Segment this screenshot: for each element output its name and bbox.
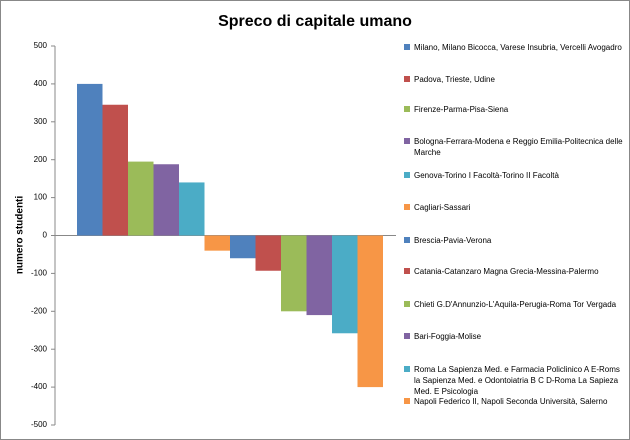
legend-label: Bari-Foggia-Molise bbox=[414, 332, 482, 341]
bar bbox=[128, 161, 154, 236]
legend-swatch bbox=[404, 172, 410, 178]
y-tick-label: 500 bbox=[34, 41, 48, 50]
legend-item: Chieti G.D'Annunzio-L'Aquila-Perugia-Rom… bbox=[404, 299, 626, 310]
bar bbox=[230, 235, 256, 259]
legend-item: Cagliari-Sassari bbox=[404, 202, 626, 213]
bar bbox=[179, 182, 205, 236]
legend-label: Padova, Trieste, Udine bbox=[414, 75, 495, 84]
legend-item: Catania-Catanzaro Magna Grecia-Messina-P… bbox=[404, 266, 626, 277]
y-tick-label: 0 bbox=[43, 231, 48, 240]
legend-swatch bbox=[404, 44, 410, 50]
bar bbox=[102, 104, 128, 236]
legend-swatch bbox=[404, 76, 410, 82]
bar bbox=[281, 235, 307, 312]
legend-item: Napoli Federico II, Napoli Seconda Unive… bbox=[404, 396, 626, 407]
y-tick-label: -500 bbox=[31, 420, 48, 429]
y-axis-label: numero studenti bbox=[15, 196, 26, 275]
legend-label: Brescia-Pavia-Verona bbox=[414, 236, 492, 245]
bar bbox=[255, 235, 281, 271]
legend-label: Catania-Catanzaro Magna Grecia-Messina-P… bbox=[414, 267, 599, 276]
legend-swatch bbox=[404, 333, 410, 339]
legend-item: Genova-Torino I Facoltà-Torino II Facolt… bbox=[404, 170, 626, 181]
legend-item: Milano, Milano Bicocca, Varese Insubria,… bbox=[404, 42, 626, 53]
bar bbox=[77, 83, 103, 236]
bar bbox=[332, 235, 358, 334]
legend-swatch bbox=[404, 106, 410, 112]
legend-label: Roma La Sapienza Med. e Farmacia Policli… bbox=[414, 365, 620, 396]
y-tick-label: 100 bbox=[34, 193, 48, 202]
legend-item: Brescia-Pavia-Verona bbox=[404, 235, 626, 246]
y-tick-label: -400 bbox=[31, 382, 48, 391]
chart-title: Spreco di capitale umano bbox=[218, 13, 412, 30]
legend-item: Firenze-Parma-Pisa-Siena bbox=[404, 104, 626, 115]
legend-label: Chieti G.D'Annunzio-L'Aquila-Perugia-Rom… bbox=[414, 300, 617, 309]
legend-label: Cagliari-Sassari bbox=[414, 203, 471, 212]
bar bbox=[204, 235, 230, 251]
legend-label: Milano, Milano Bicocca, Varese Insubria,… bbox=[414, 43, 622, 52]
legend-label: Firenze-Parma-Pisa-Siena bbox=[414, 105, 509, 114]
y-tick-label: -200 bbox=[31, 306, 48, 315]
legend-item: Bari-Foggia-Molise bbox=[404, 331, 626, 342]
bar bbox=[153, 164, 179, 236]
legend-swatch bbox=[404, 138, 410, 144]
legend-swatch bbox=[404, 204, 410, 210]
legend-swatch bbox=[404, 398, 410, 404]
legend-item: Roma La Sapienza Med. e Farmacia Policli… bbox=[404, 364, 626, 397]
legend-swatch bbox=[404, 268, 410, 274]
legend-swatch bbox=[404, 237, 410, 243]
legend-label: Napoli Federico II, Napoli Seconda Unive… bbox=[414, 397, 608, 406]
legend-swatch bbox=[404, 301, 410, 307]
legend-label: Genova-Torino I Facoltà-Torino II Facolt… bbox=[414, 171, 559, 180]
legend-item: Bologna-Ferrara-Modena e Reggio Emilia-P… bbox=[404, 136, 626, 158]
legend-item: Padova, Trieste, Udine bbox=[404, 74, 626, 85]
y-tick-label: 200 bbox=[34, 155, 48, 164]
y-tick-label: 300 bbox=[34, 117, 48, 126]
bar bbox=[357, 235, 383, 388]
y-tick-label: 400 bbox=[34, 79, 48, 88]
y-tick-label: -300 bbox=[31, 344, 48, 353]
legend-label: Bologna-Ferrara-Modena e Reggio Emilia-P… bbox=[414, 137, 623, 157]
y-tick-label: -100 bbox=[31, 269, 48, 278]
bar bbox=[306, 235, 332, 316]
legend-swatch bbox=[404, 366, 410, 372]
